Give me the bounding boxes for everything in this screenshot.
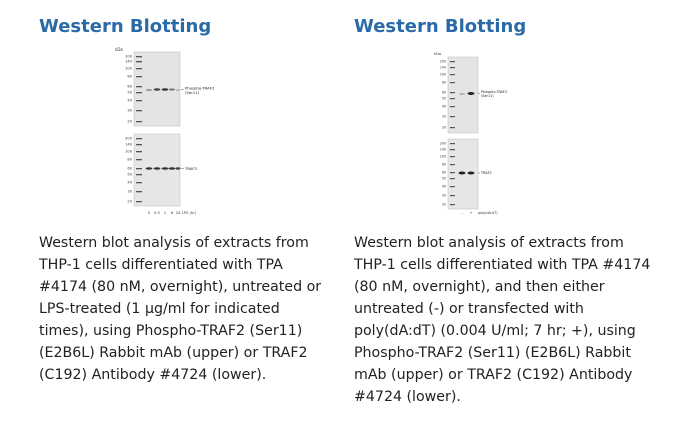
lower-marker-40: 40: [442, 184, 446, 188]
lower-marker-60: 60: [442, 170, 446, 174]
lower-marker-60: 60: [127, 167, 132, 171]
upper-membrane: [447, 56, 479, 134]
lane-label: +: [469, 211, 472, 215]
upper-marker-40: 40: [442, 104, 446, 108]
upper-marker-20: 20: [442, 125, 446, 129]
upper-band-label: Phospho-TRAF2: [481, 90, 507, 94]
upper-band-label-residue: (Ser11): [481, 94, 494, 98]
lower-bands: [458, 171, 475, 175]
lane-label: 24: [176, 211, 181, 215]
figure-caption: Western blot analysis of extracts from T…: [354, 235, 651, 405]
lower-bands: [145, 167, 181, 170]
kda-label: kDa: [115, 47, 123, 52]
lane-label: 0: [148, 211, 151, 215]
upper-marker-140: 140: [125, 60, 133, 64]
lower-marker-30: 30: [127, 190, 132, 194]
lower-marker-80: 80: [127, 158, 132, 162]
upper-marker-80: 80: [127, 75, 132, 79]
lower-marker-50: 50: [127, 173, 132, 177]
upper-ladder: [450, 61, 455, 129]
upper-marker-140: 140: [440, 65, 446, 69]
kda-label: kDa: [434, 52, 441, 56]
upper-bands: [145, 88, 180, 91]
upper-marker-30: 30: [127, 109, 132, 113]
lower-marker-30: 30: [442, 193, 446, 197]
upper-marker-20: 20: [127, 120, 132, 124]
upper-marker-60: 60: [442, 90, 446, 94]
lower-marker-50: 50: [442, 176, 446, 180]
upper-marker-50: 50: [442, 96, 446, 100]
western-blot-image-lps: kDa 200 140 100 80 60 50 40 30 20: [115, 47, 215, 215]
upper-marker-100: 100: [440, 72, 446, 76]
upper-marker-50: 50: [127, 91, 132, 95]
lower-marker-100: 100: [440, 154, 446, 158]
upper-bands: [459, 92, 475, 95]
upper-marker-200: 200: [440, 59, 446, 63]
lower-marker-140: 140: [440, 147, 446, 151]
lower-marker-40: 40: [127, 181, 132, 185]
lower-marker-20: 20: [442, 202, 446, 206]
lower-marker-140: 140: [125, 143, 133, 147]
figure-caption: Western blot analysis of extracts from T…: [39, 235, 322, 383]
section-heading: Western Blotting: [354, 16, 527, 37]
western-blot-image-polydadt: kDa 200 140 100 80 60 50 40 30 20: [434, 52, 507, 215]
lane-label: 0.5: [154, 211, 160, 215]
upper-marker-200: 200: [125, 55, 133, 59]
section-heading: Western Blotting: [39, 16, 212, 37]
lower-ladder: [136, 138, 142, 203]
lane-label: 1: [164, 211, 166, 215]
upper-marker-80: 80: [442, 80, 446, 84]
lane-axis-label: poly(dA:dT): [478, 211, 498, 215]
lower-band-label: TRAF2: [480, 171, 492, 175]
upper-marker-60: 60: [127, 85, 132, 89]
lower-band-label: TRAF2: [184, 166, 198, 171]
lane-label: 6: [171, 211, 174, 215]
lower-marker-200: 200: [125, 137, 133, 141]
upper-marker-100: 100: [125, 67, 133, 71]
lane-axis-label: LPS (hr): [182, 211, 197, 215]
upper-marker-30: 30: [442, 114, 446, 118]
lower-marker-100: 100: [125, 150, 133, 154]
upper-band-label: Phospho-TRAF2: [185, 86, 215, 91]
lower-marker-200: 200: [440, 141, 446, 145]
lane-label: –: [461, 211, 463, 215]
lower-ladder: [450, 143, 455, 206]
lower-membrane: [133, 133, 181, 207]
upper-ladder: [136, 56, 142, 123]
upper-marker-40: 40: [127, 99, 132, 103]
lower-marker-20: 20: [127, 200, 132, 204]
upper-band-label-residue: (Ser11): [185, 90, 200, 95]
lower-marker-80: 80: [442, 162, 446, 166]
